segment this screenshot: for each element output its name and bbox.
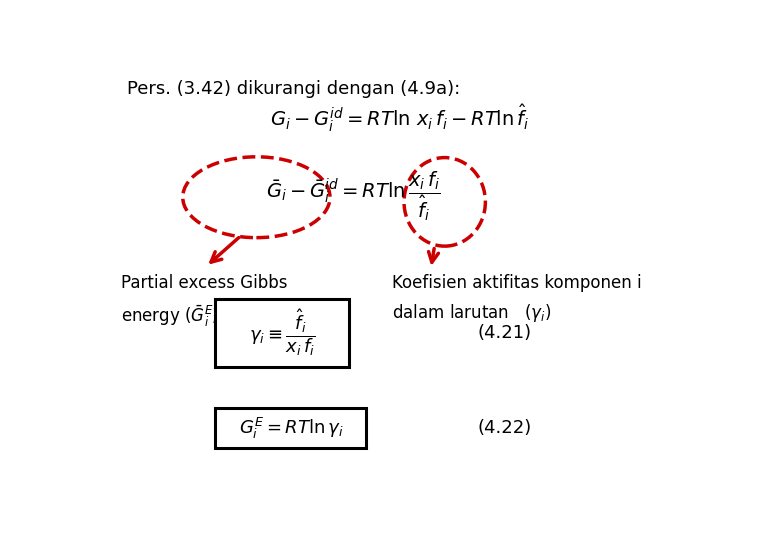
Text: Pers. (3.42) dikurangi dengan (4.9a):: Pers. (3.42) dikurangi dengan (4.9a): — [127, 80, 460, 98]
Text: $\mathit{\bar{G}}_i - \mathit{\bar{G}}_i^{id} = \mathit{RT}\ln\dfrac{x_i\, f_i}{: $\mathit{\bar{G}}_i - \mathit{\bar{G}}_i… — [266, 169, 441, 222]
Text: $\gamma_i \equiv \dfrac{\hat{f}_i}{x_i\, f_i}$: $\gamma_i \equiv \dfrac{\hat{f}_i}{x_i\,… — [249, 308, 315, 358]
Text: $G_i^{E} = RT\ln \gamma_i$: $G_i^{E} = RT\ln \gamma_i$ — [239, 416, 343, 441]
Bar — [215, 299, 349, 367]
Text: (4.21): (4.21) — [477, 324, 531, 342]
Text: $\mathit{G}_i - \mathit{G}_i^{id} = \mathit{RT}\ln\, x_i\, f_i - \mathit{RT}\ln\: $\mathit{G}_i - \mathit{G}_i^{id} = \mat… — [270, 103, 530, 134]
Text: Koefisien aktifitas komponen i
dalam larutan   $(\gamma_i)$: Koefisien aktifitas komponen i dalam lar… — [392, 274, 642, 324]
Bar — [215, 408, 367, 448]
Text: Partial excess Gibbs
energy $(\bar{G}_i^{E}$,: Partial excess Gibbs energy $(\bar{G}_i^… — [121, 274, 287, 329]
Text: (4.22): (4.22) — [477, 419, 531, 437]
